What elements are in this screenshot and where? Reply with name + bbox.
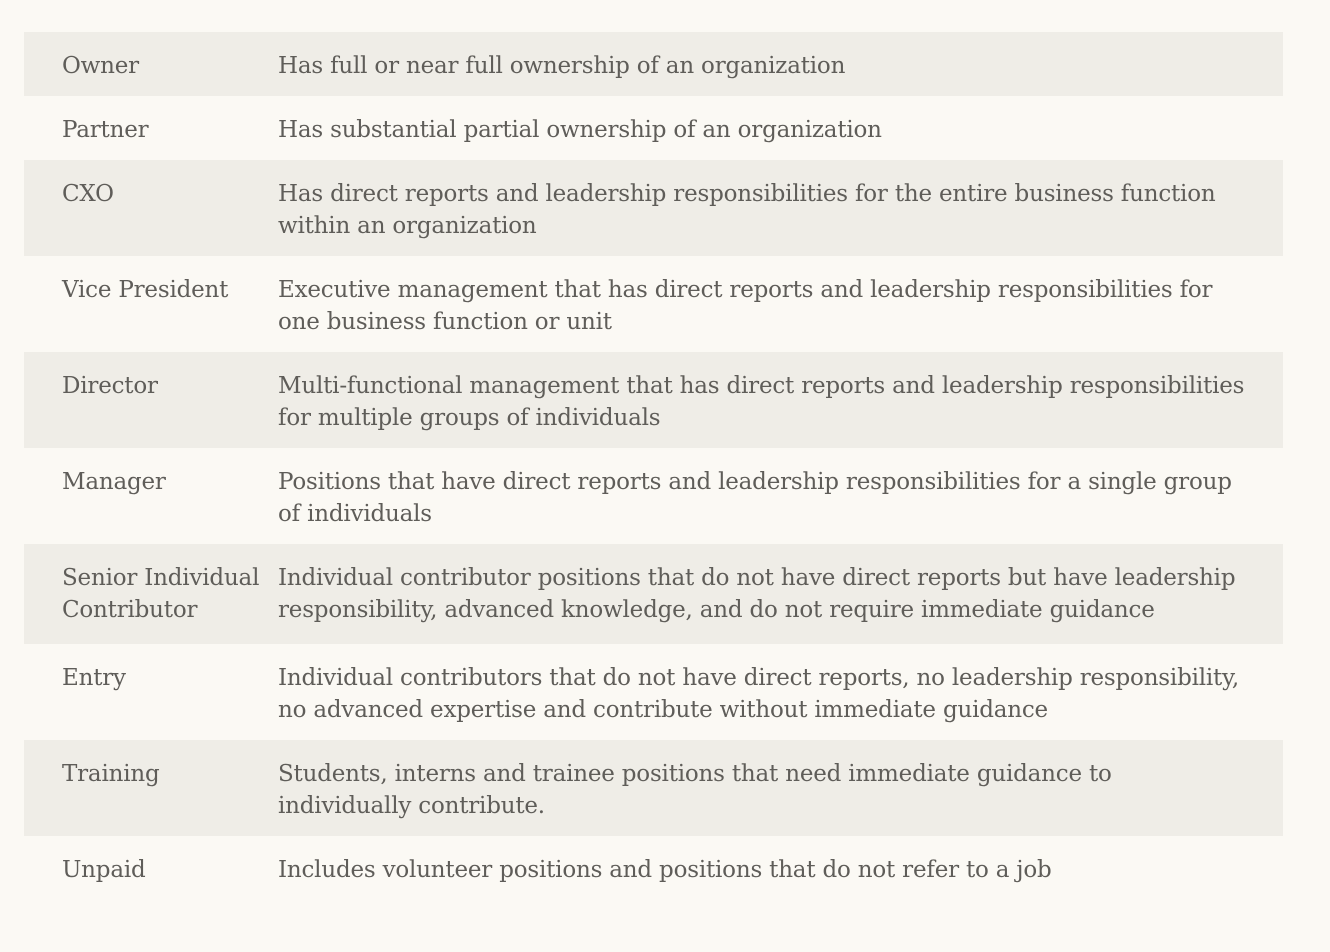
table-row: Owner Has full or near full ownership of… xyxy=(24,32,1283,96)
level-description: Students, interns and trainee positions … xyxy=(278,761,1112,819)
level-description: Positions that have direct reports and l… xyxy=(278,469,1232,527)
level-description: Has substantial partial ownership of an … xyxy=(278,117,882,143)
level-description: Has full or near full ownership of an or… xyxy=(278,53,846,79)
table-row: Training Students, interns and trainee p… xyxy=(24,740,1283,836)
table-row: Unpaid Includes volunteer positions and … xyxy=(24,836,1283,900)
level-name: Director xyxy=(62,373,158,399)
level-description: Individual contributors that do not have… xyxy=(278,665,1239,723)
table-row: Entry Individual contributors that do no… xyxy=(24,644,1283,740)
level-name: Entry xyxy=(62,665,126,691)
level-name: Senior Individual Contributor xyxy=(62,565,260,623)
table-row: Senior Individual Contributor Individual… xyxy=(24,544,1283,644)
table-row: Manager Positions that have direct repor… xyxy=(24,448,1283,544)
table-row: Partner Has substantial partial ownershi… xyxy=(24,96,1283,160)
level-description: Has direct reports and leadership respon… xyxy=(278,181,1216,239)
table-row: Director Multi-functional management tha… xyxy=(24,352,1283,448)
level-description: Includes volunteer positions and positio… xyxy=(278,857,1052,883)
level-name: Partner xyxy=(62,117,149,143)
level-name: Manager xyxy=(62,469,166,495)
level-description: Executive management that has direct rep… xyxy=(278,277,1213,335)
table-row: Vice President Executive management that… xyxy=(24,256,1283,352)
seniority-levels-table: Owner Has full or near full ownership of… xyxy=(24,32,1283,900)
level-name: CXO xyxy=(62,181,114,207)
level-name: Owner xyxy=(62,53,139,79)
level-description: Multi-functional management that has dir… xyxy=(278,373,1245,431)
level-name: Training xyxy=(62,761,160,787)
level-name: Vice President xyxy=(62,277,229,303)
level-description: Individual contributor positions that do… xyxy=(278,565,1236,623)
table-row: CXO Has direct reports and leadership re… xyxy=(24,160,1283,256)
level-name: Unpaid xyxy=(62,857,146,883)
